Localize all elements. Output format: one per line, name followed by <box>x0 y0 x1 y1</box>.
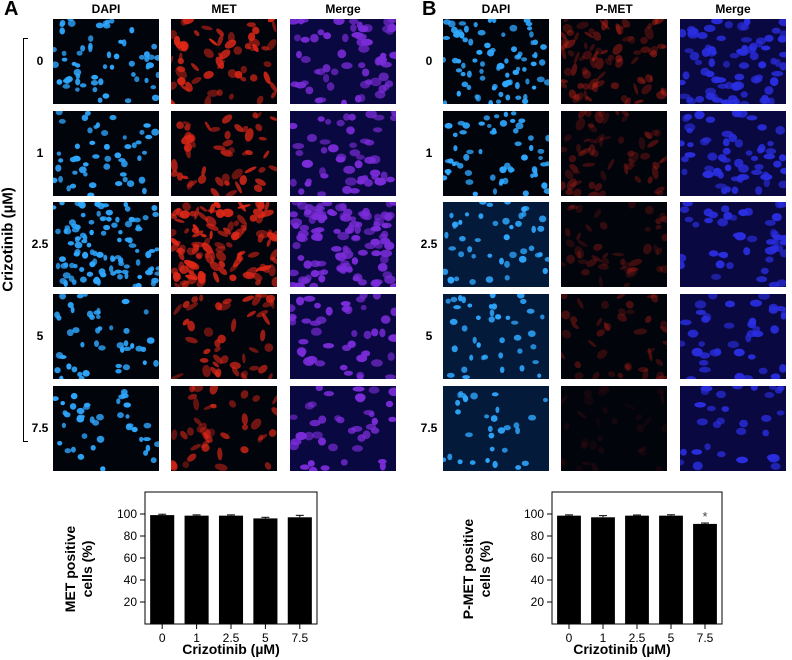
micrograph-b-r4-c2 <box>680 386 786 471</box>
crizotinib-axis-label: Crizotinib (µM) <box>0 187 17 292</box>
micrograph-b-r2-c2 <box>680 202 786 287</box>
chart-a-xlabel: Crizotinib (µM) <box>182 641 280 657</box>
micrograph-a-r1-c0 <box>53 111 159 196</box>
micrograph-a-r2-c1 <box>171 202 277 287</box>
chart-a-xtick-label: 7.5 <box>291 631 308 645</box>
micrograph-a-r4-c1 <box>171 386 277 471</box>
chart-a-bar <box>184 515 209 624</box>
chart-b-xtick-label: 5 <box>668 631 675 645</box>
micrograph-a-r0-c1 <box>171 19 277 104</box>
micrograph-a-r4-c0 <box>53 386 159 471</box>
chart-a-ytick-label: 20 <box>124 595 138 609</box>
chart-b-ytick-label: 40 <box>531 573 545 587</box>
chart-b-xtick-label: 7.5 <box>697 631 714 645</box>
micrograph-a-r3-c0 <box>53 294 159 379</box>
micrograph-b-r2-c1 <box>561 202 667 287</box>
panel-b-col-merge: Merge <box>715 2 751 16</box>
micrograph-b-r3-c0 <box>443 294 549 379</box>
micrograph-b-r4-c1 <box>561 386 667 471</box>
micrograph-b-r1-c2 <box>680 111 786 196</box>
chart-b-xlabel: Crizotinib (µM) <box>573 641 671 657</box>
panel-a-col-met: MET <box>211 2 237 16</box>
panel-b-label: B <box>422 0 437 20</box>
micrograph-b-r1-c1 <box>561 111 667 196</box>
chart-b-bar <box>557 515 581 624</box>
chart-b-xtick-label: 0 <box>566 631 573 645</box>
micrograph-a-r1-c2 <box>290 111 396 196</box>
chart-a: 20 40 60 80 100 0 1 2.5 5 7.5 <box>117 491 318 645</box>
crizotinib-axis-bracket-tick <box>23 441 28 442</box>
panel-a-col-dapi: DAPI <box>91 2 121 16</box>
chart-b-ytick-label: 60 <box>531 551 545 565</box>
chart-b-bar <box>659 515 683 624</box>
crizotinib-axis-bracket <box>23 38 24 442</box>
panel-a-row-label: 0 <box>36 54 44 68</box>
micrograph-b-r0-c2 <box>680 19 786 104</box>
micrograph-b-r1-c0 <box>443 111 549 196</box>
panel-b-row-label: 5 <box>425 329 433 343</box>
panel-b-row-label: 0 <box>425 54 433 68</box>
chart-b-bar <box>591 517 615 624</box>
micrograph-a-r3-c1 <box>171 294 277 379</box>
chart-b-xtick-label: 2.5 <box>629 631 646 645</box>
chart-a-bar <box>150 515 175 624</box>
chart-a-bar <box>287 517 312 624</box>
micrograph-b-r0-c0 <box>443 19 549 104</box>
chart-a-bar <box>253 518 278 624</box>
micrograph-b-r4-c0 <box>443 386 549 471</box>
micrograph-a-r2-c2 <box>290 202 396 287</box>
micrograph-a-r4-c2 <box>290 386 396 471</box>
panel-b-col-dapi: DAPI <box>481 2 511 16</box>
chart-b-ytick-label: 20 <box>531 595 545 609</box>
chart-a-xtick-label: 1 <box>193 631 200 645</box>
panel-a-row-label: 2.5 <box>31 237 49 251</box>
micrograph-a-r1-c1 <box>171 111 277 196</box>
micrograph-b-r3-c2 <box>680 294 786 379</box>
micrograph-a-r3-c2 <box>290 294 396 379</box>
chart-b-bar <box>625 515 649 624</box>
chart-b: 20 40 60 80 100 0 1 2.5 5 7.5 * <box>524 491 723 645</box>
micrograph-a-r2-c0 <box>53 202 159 287</box>
micrograph-a-r0-c0 <box>53 19 159 104</box>
micrograph-b-r3-c1 <box>561 294 667 379</box>
micrograph-a-r0-c2 <box>290 19 396 104</box>
chart-a-ytick-label: 60 <box>124 551 138 565</box>
chart-b-ytick-label: 100 <box>524 507 544 521</box>
chart-b-significance-marker: * <box>702 509 707 524</box>
panel-b-row-label: 2.5 <box>420 237 438 251</box>
panel-a-row-label: 7.5 <box>31 421 49 435</box>
chart-b-bar <box>693 523 717 624</box>
panel-a-col-merge: Merge <box>325 2 361 16</box>
chart-b-xtick-label: 1 <box>600 631 607 645</box>
micrograph-b-r0-c1 <box>561 19 667 104</box>
chart-a-ytick-label: 100 <box>117 507 137 521</box>
panel-a-row-label: 5 <box>36 329 44 343</box>
chart-a-bar <box>218 515 244 624</box>
crizotinib-axis-bracket-tick <box>23 38 28 39</box>
chart-a-ytick-label: 40 <box>124 573 138 587</box>
micrograph-b-r2-c0 <box>443 202 549 287</box>
panel-a-label: A <box>4 0 19 20</box>
panel-b-row-label: 1 <box>425 146 433 160</box>
chart-a-xtick-label: 0 <box>159 631 166 645</box>
chart-a-xtick-label: 5 <box>262 631 269 645</box>
panel-a-row-label: 1 <box>36 146 44 160</box>
chart-a-xtick-label: 2.5 <box>223 631 240 645</box>
chart-a-ytick-label: 80 <box>124 529 138 543</box>
panel-b-row-label: 7.5 <box>420 421 438 435</box>
chart-b-ytick-label: 80 <box>531 529 545 543</box>
panel-b-col-pmet: P-MET <box>595 2 633 16</box>
